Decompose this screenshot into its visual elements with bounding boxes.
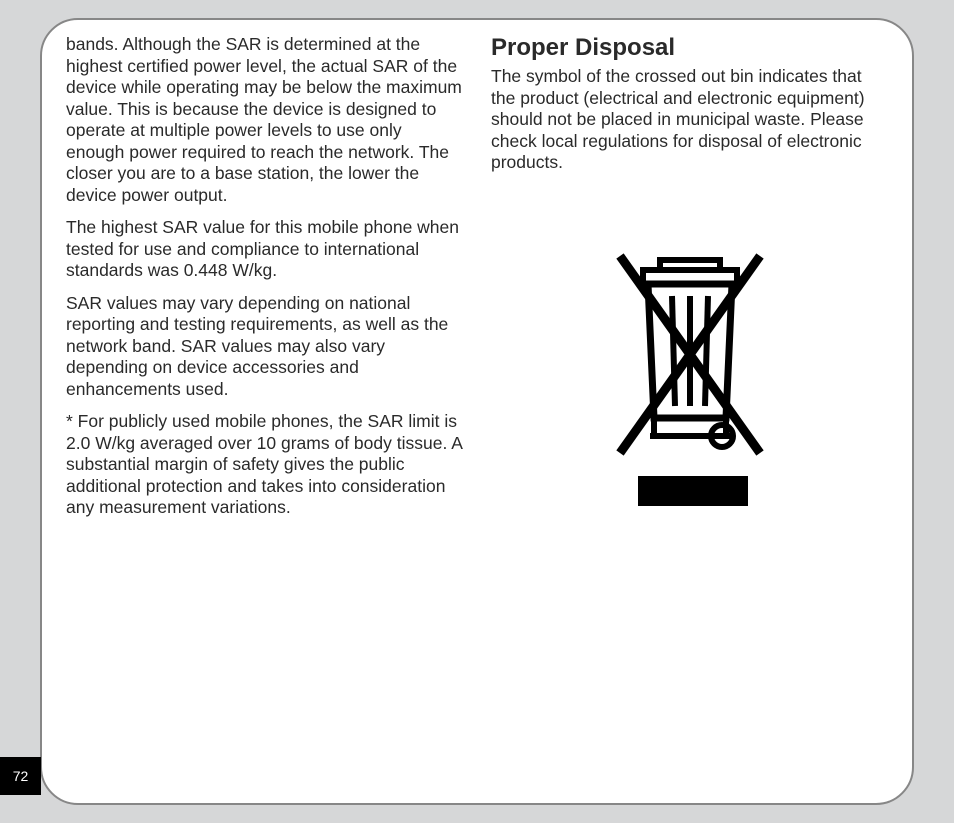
weee-symbol-container bbox=[491, 238, 888, 518]
sar-footnote: * For publicly used mobile phones, the S… bbox=[66, 411, 463, 519]
sar-paragraph-3: SAR values may vary depending on nationa… bbox=[66, 293, 463, 401]
page-number-tab: 72 bbox=[0, 757, 41, 795]
proper-disposal-heading: Proper Disposal bbox=[491, 34, 888, 62]
sar-paragraph-2: The highest SAR value for this mobile ph… bbox=[66, 217, 463, 282]
right-column: Proper Disposal The symbol of the crosse… bbox=[491, 34, 888, 530]
page-number: 72 bbox=[13, 768, 29, 784]
sar-paragraph-1: bands. Although the SAR is determined at… bbox=[66, 34, 463, 206]
proper-disposal-paragraph: The symbol of the crossed out bin indica… bbox=[491, 66, 888, 174]
manual-page: bands. Although the SAR is determined at… bbox=[40, 18, 914, 805]
weee-crossed-bin-icon bbox=[590, 238, 790, 518]
left-column: bands. Although the SAR is determined at… bbox=[66, 34, 463, 530]
two-column-layout: bands. Although the SAR is determined at… bbox=[42, 20, 912, 530]
